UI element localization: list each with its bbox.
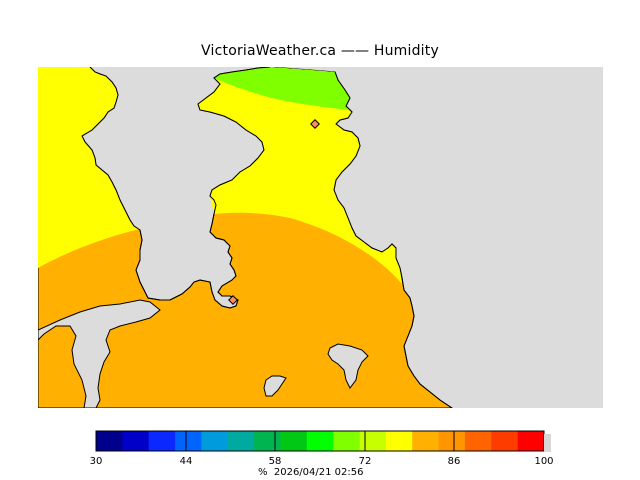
humidity-zone-green [214, 67, 350, 110]
legend-tick-30: 30 [90, 456, 103, 467]
legend-swatch [333, 431, 361, 451]
legend-color-bar [96, 431, 545, 451]
legend-swatch [491, 431, 519, 451]
legend-swatch [254, 431, 281, 451]
legend-tick-86: 86 [448, 456, 461, 467]
legend-swatch [306, 431, 334, 451]
legend-swatch [148, 431, 176, 451]
station-marker-south [228, 295, 238, 305]
humidity-zone-yellow-north [198, 67, 402, 284]
legend-swatch [412, 431, 440, 451]
legend-footer: % 2026/04/21 02:56 [258, 467, 364, 478]
legend-swatch [359, 431, 387, 451]
legend-swatch [517, 431, 545, 451]
legend-swatch [201, 431, 229, 451]
legend-swatch [227, 431, 255, 451]
land-inlet-southwest [38, 299, 161, 408]
island-small [263, 375, 287, 397]
legend-tick-44: 44 [180, 456, 193, 467]
legend-tick-100: 100 [534, 456, 553, 467]
humidity-zone-yellow-west [38, 67, 140, 268]
legend-swatch [122, 431, 150, 451]
legend-swatch [280, 431, 308, 451]
coastline-east [333, 71, 453, 408]
island-large [327, 343, 369, 389]
legend-swatch [464, 431, 492, 451]
legend-swatch [175, 431, 202, 451]
legend-swatch [385, 431, 413, 451]
coastline-west [81, 67, 271, 309]
legend-shadow [544, 434, 551, 452]
legend-tick-72: 72 [359, 456, 372, 467]
map-title: VictoriaWeather.ca —— Humidity [201, 43, 439, 59]
map-area [38, 67, 603, 408]
legend-swatch [438, 431, 466, 451]
legend-tick-58: 58 [269, 456, 282, 467]
legend-swatch [96, 431, 123, 451]
station-marker-north [310, 119, 320, 129]
